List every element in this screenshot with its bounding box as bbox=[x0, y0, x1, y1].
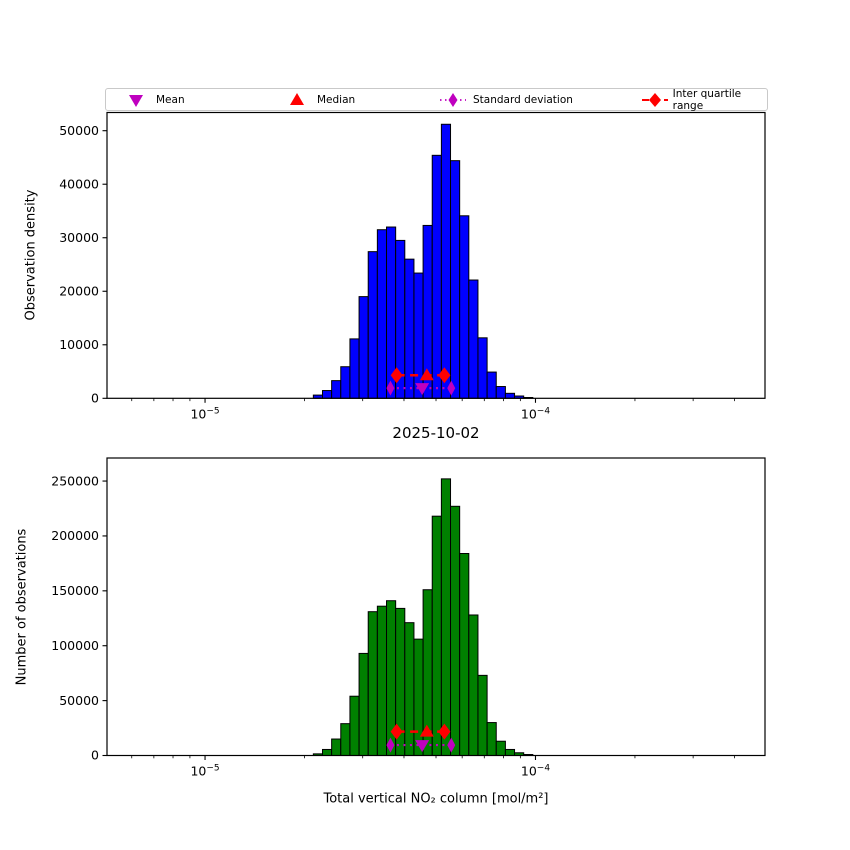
histogram-bar bbox=[459, 553, 470, 757]
x-axis-label: Total vertical NO₂ column [mol/m²] bbox=[323, 791, 549, 807]
x-tick-label: 10−5 bbox=[190, 406, 219, 421]
histogram-bar bbox=[440, 478, 452, 756]
histogram-bar bbox=[358, 296, 369, 399]
histogram-bar bbox=[486, 371, 497, 399]
median-marker bbox=[419, 368, 434, 381]
y-tick-label: 10000 bbox=[59, 337, 99, 352]
y-tick-label: 250000 bbox=[51, 473, 99, 488]
x-tick-label: 10−4 bbox=[521, 764, 550, 779]
legend-item-mean: Mean bbox=[121, 89, 185, 110]
q1-marker bbox=[390, 367, 403, 384]
q3-marker bbox=[438, 723, 451, 740]
legend-mean-glyph bbox=[129, 94, 143, 107]
std-low-marker bbox=[386, 380, 395, 396]
legend-item-standard-deviation: Standard deviation bbox=[438, 89, 573, 110]
histogram-bar bbox=[331, 380, 342, 399]
histogram-bar bbox=[321, 390, 333, 399]
histogram-bar bbox=[404, 622, 415, 756]
histogram-bar bbox=[504, 392, 516, 399]
histogram-bar bbox=[431, 154, 442, 399]
y-tick-label: 200000 bbox=[51, 528, 99, 543]
y-tick-label: 30000 bbox=[59, 230, 99, 245]
y-tick-label: 50000 bbox=[59, 123, 99, 138]
y-tick-label: 20000 bbox=[59, 283, 99, 298]
y-axis-label-bottom: Number of observations bbox=[14, 528, 30, 686]
plot-title: 2025-10-02 bbox=[392, 424, 480, 442]
x-tick-label: 10−5 bbox=[190, 764, 219, 779]
histogram-bar bbox=[468, 614, 479, 756]
legend-label: Inter quartile range bbox=[672, 87, 742, 112]
histogram-bar bbox=[404, 258, 415, 399]
histogram-bar bbox=[331, 738, 342, 757]
histogram-bar bbox=[367, 611, 378, 756]
legend-label: Mean bbox=[156, 93, 185, 106]
y-tick-label: 40000 bbox=[59, 176, 99, 191]
y-tick-label: 150000 bbox=[51, 583, 99, 598]
legend-std-glyph bbox=[448, 92, 458, 107]
histogram-bar bbox=[358, 652, 369, 756]
mean-marker bbox=[415, 383, 430, 396]
histogram-bar bbox=[440, 123, 452, 399]
histogram-bar bbox=[468, 279, 479, 399]
legend-label: Median bbox=[317, 93, 356, 106]
histogram-bar bbox=[477, 337, 488, 399]
legend-label: Standard deviation bbox=[473, 93, 573, 106]
histogram-bar bbox=[495, 386, 506, 399]
thin-diamond-dotted-icon bbox=[440, 92, 466, 107]
legend: Mean Median Standard deviation Inter quarti… bbox=[105, 87, 768, 112]
triangle-down-icon bbox=[129, 94, 143, 107]
q3-marker bbox=[438, 367, 451, 384]
legend-iqr-glyph bbox=[649, 92, 661, 107]
histogram-bar bbox=[340, 366, 351, 399]
legend-item-median: Median bbox=[282, 89, 355, 110]
y-tick-label: 0 bbox=[91, 391, 99, 406]
histogram-bar bbox=[376, 605, 388, 757]
histogram-bar bbox=[431, 515, 442, 756]
histogram-bar bbox=[504, 748, 516, 757]
histogram-bar bbox=[450, 160, 461, 399]
q1-marker bbox=[390, 723, 403, 740]
legend-item-inter-quartile-range: Inter quartile range bbox=[640, 87, 767, 112]
histogram-bar bbox=[486, 722, 497, 757]
x-tick-label: 10−4 bbox=[521, 406, 550, 421]
median-marker bbox=[419, 724, 434, 737]
mean-marker bbox=[415, 740, 430, 753]
y-axis-label-top: Observation density bbox=[23, 189, 39, 321]
histogram-bar bbox=[450, 505, 461, 756]
std-high-marker bbox=[447, 737, 456, 753]
histogram-bar bbox=[340, 723, 351, 756]
histogram-bar bbox=[376, 229, 388, 399]
histogram-bar bbox=[367, 251, 378, 399]
histogram-bar bbox=[413, 638, 424, 757]
std-high-marker bbox=[447, 380, 456, 396]
histogram-bar bbox=[349, 338, 360, 399]
histogram-bar bbox=[495, 740, 506, 756]
triangle-up-icon bbox=[290, 92, 304, 105]
legend-median-glyph bbox=[290, 92, 304, 105]
y-tick-label: 50000 bbox=[59, 693, 99, 708]
y-tick-label: 100000 bbox=[51, 638, 99, 653]
histogram-bar bbox=[349, 695, 360, 756]
std-low-marker bbox=[386, 737, 395, 753]
diamond-line-icon bbox=[642, 92, 668, 107]
histogram-bar bbox=[459, 215, 470, 399]
y-tick-label: 0 bbox=[91, 748, 99, 763]
histogram-bar bbox=[477, 674, 488, 756]
histogram-bar bbox=[321, 748, 333, 757]
